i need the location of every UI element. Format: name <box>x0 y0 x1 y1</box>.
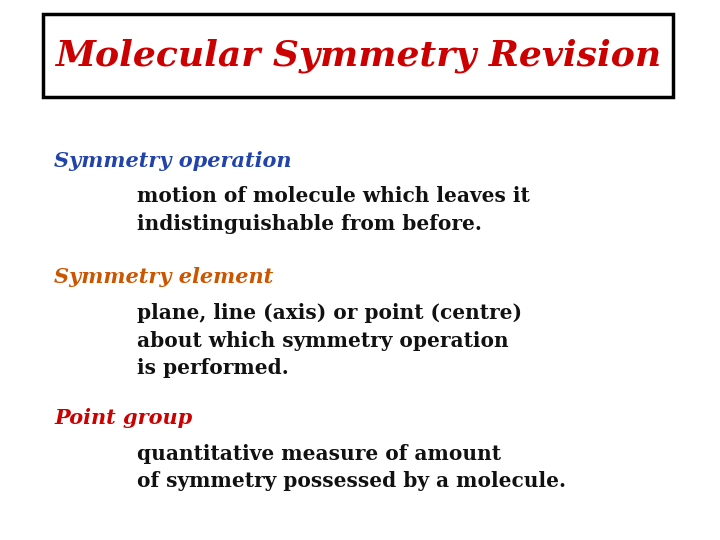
Text: Point group: Point group <box>54 408 192 428</box>
Text: quantitative measure of amount
of symmetry possessed by a molecule.: quantitative measure of amount of symmet… <box>137 444 566 491</box>
Text: Symmetry operation: Symmetry operation <box>54 151 292 171</box>
Text: motion of molecule which leaves it
indistinguishable from before.: motion of molecule which leaves it indis… <box>137 186 529 233</box>
Text: Molecular Symmetry Revision: Molecular Symmetry Revision <box>55 38 661 72</box>
Text: plane, line (axis) or point (centre)
about which symmetry operation
is performed: plane, line (axis) or point (centre) abo… <box>137 303 522 378</box>
Text: Symmetry element: Symmetry element <box>54 267 274 287</box>
FancyBboxPatch shape <box>43 14 673 97</box>
